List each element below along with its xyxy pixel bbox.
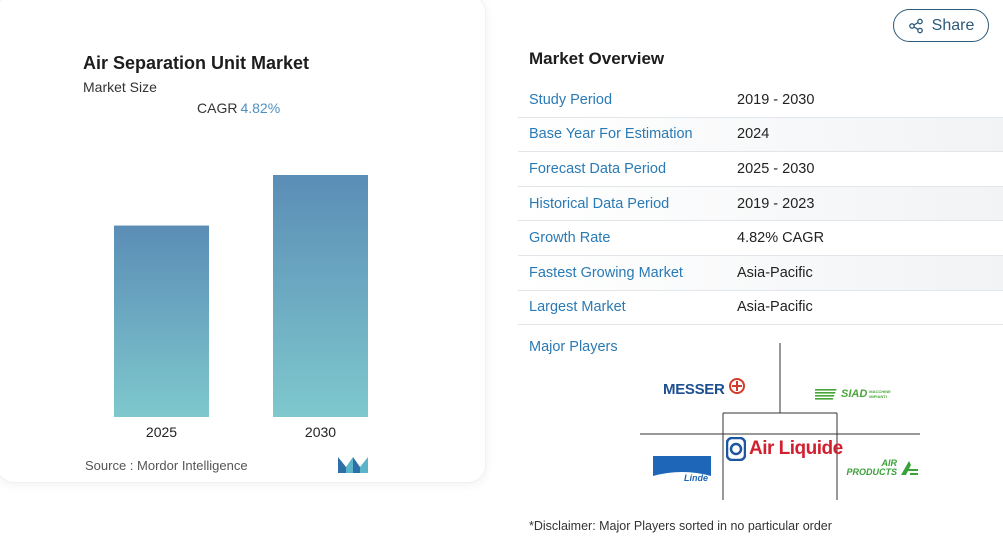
source-text: Source : Mordor Intelligence — [85, 458, 248, 473]
overview-value: 4.82% CAGR — [737, 230, 825, 247]
overview-key[interactable]: Fastest Growing Market — [529, 264, 683, 281]
air-products-text: AIR PRODUCTS — [846, 458, 897, 477]
air-liquide-emblem-icon — [726, 437, 746, 461]
chart-card — [0, 0, 486, 483]
overview-value: 2019 - 2030 — [737, 91, 815, 108]
siad-stripes-icon — [815, 389, 837, 400]
mordor-logo-icon — [338, 457, 368, 473]
overview-value: Asia-Pacific — [737, 264, 813, 281]
messer-logo: MESSER — [663, 377, 745, 398]
cagr-text: CAGR — [197, 100, 238, 116]
overview-row: Forecast Data Period 2025 - 2030 — [518, 152, 1003, 187]
bar-chart: 2025 2030 — [114, 175, 368, 440]
cagr-value: 4.82% — [240, 100, 281, 116]
overview-key[interactable]: Study Period — [529, 91, 613, 108]
siad-subtext: MACCHINE IMPIANTI — [869, 389, 891, 399]
overview-table: Study Period 2019 - 2030 Base Year For Est… — [518, 83, 1003, 326]
x-tick-label: 2030 — [305, 424, 336, 440]
overview-key[interactable]: Historical Data Period — [529, 195, 670, 212]
siad-text: SIAD — [841, 388, 868, 400]
overview-row: Fastest Growing Market Asia-Pacific — [518, 255, 1003, 291]
cagr-label: CAGR 4.82% — [197, 100, 280, 116]
overview-row: Study Period 2019 - 2030 — [518, 83, 1003, 118]
siad-subtext-line-1: MACCHINE — [869, 389, 891, 394]
bar-2030 — [273, 175, 368, 417]
siad-subtext-line-2: IMPIANTI — [869, 394, 887, 399]
overview-row: Largest Market Asia-Pacific — [518, 291, 1003, 326]
air-products-logo: AIR PRODUCTS — [843, 459, 919, 477]
linde-swoosh-icon — [653, 472, 711, 484]
share-label: Share — [931, 16, 975, 34]
x-tick-label: 2025 — [146, 424, 177, 440]
disclaimer-text: *Disclaimer: Major Players sorted in no … — [529, 519, 832, 533]
bar-2025 — [114, 225, 209, 417]
air-products-emblem-icon — [901, 461, 918, 475]
overview-row: Base Year For Estimation 2024 — [518, 117, 1003, 153]
share-button[interactable]: Share — [893, 9, 989, 42]
overview-key[interactable]: Growth Rate — [529, 230, 611, 247]
siad-logo: SIAD MACCHINE IMPIANTI — [815, 388, 891, 400]
overview-key[interactable]: Base Year For Estimation — [529, 126, 693, 143]
share-icon — [908, 18, 923, 33]
overview-key[interactable]: Forecast Data Period — [529, 160, 667, 177]
overview-row: Historical Data Period 2019 - 2023 — [518, 186, 1003, 222]
overview-key[interactable]: Largest Market — [529, 299, 626, 316]
overview-value: 2024 — [737, 126, 770, 143]
linde-text: Linde — [684, 473, 708, 483]
overview-value: Asia-Pacific — [737, 299, 813, 316]
overview-row: Growth Rate 4.82% CAGR — [518, 221, 1003, 256]
major-players-label: Major Players — [529, 339, 618, 355]
linde-logo: Linde — [653, 456, 711, 484]
messer-emblem-icon — [728, 377, 745, 394]
air-liquide-text: Air Liquide — [749, 438, 843, 459]
messer-text: MESSER — [663, 381, 725, 398]
overview-title: Market Overview — [529, 49, 665, 68]
overview-value: 2025 - 2030 — [737, 160, 815, 177]
chart-title: Air Separation Unit Market — [83, 53, 310, 73]
chart-subtitle: Market Size — [83, 79, 157, 95]
air-liquide-logo: Air Liquide — [726, 437, 843, 461]
overview-value: 2019 - 2023 — [737, 195, 815, 212]
